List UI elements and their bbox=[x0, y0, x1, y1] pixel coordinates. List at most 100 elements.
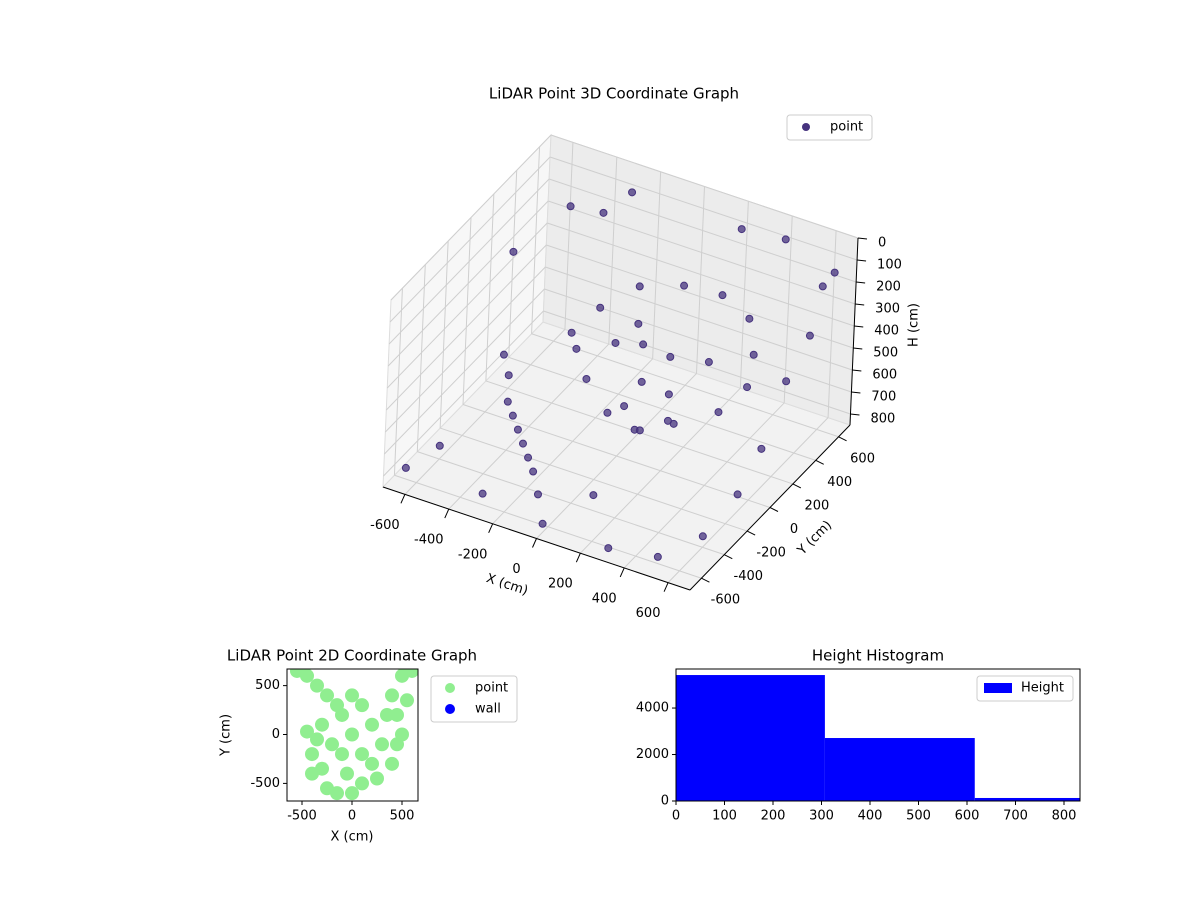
z-tick-label: 700 bbox=[871, 390, 896, 405]
point bbox=[757, 444, 766, 453]
grid-line bbox=[389, 156, 551, 323]
legend-label: wall bbox=[475, 702, 501, 717]
point bbox=[572, 344, 581, 353]
point bbox=[782, 377, 791, 386]
z-tick-label: 100 bbox=[877, 258, 902, 273]
grid-line bbox=[543, 310, 851, 415]
point bbox=[538, 519, 547, 528]
tick-mark bbox=[575, 553, 581, 563]
point bbox=[340, 766, 354, 781]
tick-mark bbox=[857, 259, 867, 262]
tick-mark bbox=[619, 567, 625, 578]
point bbox=[524, 453, 533, 462]
y-axis-label: Y (cm) bbox=[219, 714, 234, 757]
grid-line bbox=[783, 215, 793, 403]
legend-box bbox=[786, 114, 873, 141]
grid-line bbox=[696, 186, 705, 374]
point bbox=[365, 756, 379, 771]
point bbox=[345, 688, 359, 703]
point bbox=[504, 371, 513, 380]
point bbox=[714, 408, 723, 417]
y-tick-label: 500 bbox=[255, 678, 280, 693]
z-tick-label: 200 bbox=[876, 280, 901, 295]
y-tick-label: 200 bbox=[804, 498, 829, 513]
tick-mark bbox=[850, 413, 860, 416]
legend-marker bbox=[445, 704, 455, 714]
x-tick-label: 400 bbox=[592, 591, 617, 606]
grid-line bbox=[384, 288, 545, 455]
point bbox=[830, 268, 839, 277]
grid-line bbox=[416, 264, 426, 452]
grid-line bbox=[393, 288, 403, 476]
x-tick-label: 200 bbox=[761, 809, 786, 824]
tick-mark bbox=[854, 325, 864, 328]
legend-box bbox=[976, 675, 1074, 702]
tick-mark bbox=[792, 483, 802, 489]
point bbox=[478, 489, 487, 498]
tick-mark bbox=[532, 538, 537, 548]
point bbox=[743, 383, 752, 392]
bar bbox=[974, 797, 1080, 801]
legend-label: Height bbox=[1021, 681, 1064, 696]
grid-line bbox=[546, 244, 854, 349]
point bbox=[635, 426, 644, 435]
point bbox=[400, 693, 414, 708]
point bbox=[395, 727, 409, 742]
grid-line bbox=[608, 157, 618, 345]
point bbox=[385, 756, 399, 771]
point bbox=[805, 331, 814, 340]
z-tick-label: 300 bbox=[875, 302, 900, 317]
x-tick-label: 600 bbox=[636, 606, 661, 621]
grid-line bbox=[385, 244, 547, 411]
z-tick-label: 400 bbox=[874, 324, 899, 339]
grid-line bbox=[384, 266, 546, 433]
point bbox=[435, 441, 444, 450]
point bbox=[355, 698, 369, 713]
bar bbox=[824, 738, 975, 801]
point bbox=[533, 490, 542, 499]
legend-marker bbox=[984, 683, 1012, 693]
point bbox=[310, 732, 324, 747]
tick-mark bbox=[488, 523, 494, 533]
point bbox=[509, 247, 518, 256]
grid-line bbox=[508, 356, 816, 461]
grid-line bbox=[390, 134, 552, 301]
tick-mark bbox=[857, 237, 868, 240]
grid-line bbox=[531, 146, 541, 334]
x-tick-label: 200 bbox=[548, 577, 573, 592]
x-tick-label: 500 bbox=[906, 809, 931, 824]
point bbox=[503, 397, 512, 406]
point bbox=[365, 717, 379, 732]
z-tick-label: 500 bbox=[873, 346, 898, 361]
point bbox=[499, 350, 508, 359]
grid-line bbox=[439, 241, 449, 429]
legend-marker bbox=[445, 683, 455, 693]
point bbox=[666, 352, 675, 361]
grid-line bbox=[439, 427, 748, 532]
x-axis-label: X (cm) bbox=[331, 830, 374, 845]
grid-line bbox=[462, 404, 771, 508]
point bbox=[749, 350, 758, 359]
grid-line bbox=[544, 288, 852, 393]
x-tick-label: -200 bbox=[458, 547, 488, 562]
point bbox=[310, 678, 324, 693]
grid-line bbox=[388, 178, 550, 345]
x-tick-label: 0 bbox=[348, 809, 356, 824]
y-tick-label: 400 bbox=[827, 475, 852, 490]
grid-line bbox=[485, 193, 495, 381]
point bbox=[635, 282, 644, 291]
grid-line bbox=[386, 222, 548, 389]
x-axis-label: X (cm) bbox=[484, 571, 530, 599]
y-axis-line bbox=[689, 424, 851, 591]
axes-frame bbox=[675, 668, 1081, 802]
tick-mark bbox=[444, 508, 450, 519]
z-tick-label: 600 bbox=[872, 368, 897, 383]
point bbox=[620, 402, 629, 411]
point bbox=[664, 390, 673, 399]
point bbox=[698, 532, 707, 541]
x-tick-label: 0 bbox=[672, 809, 680, 824]
x-axis-line bbox=[382, 486, 691, 591]
grid-line bbox=[564, 142, 574, 330]
grid-line bbox=[550, 134, 859, 239]
